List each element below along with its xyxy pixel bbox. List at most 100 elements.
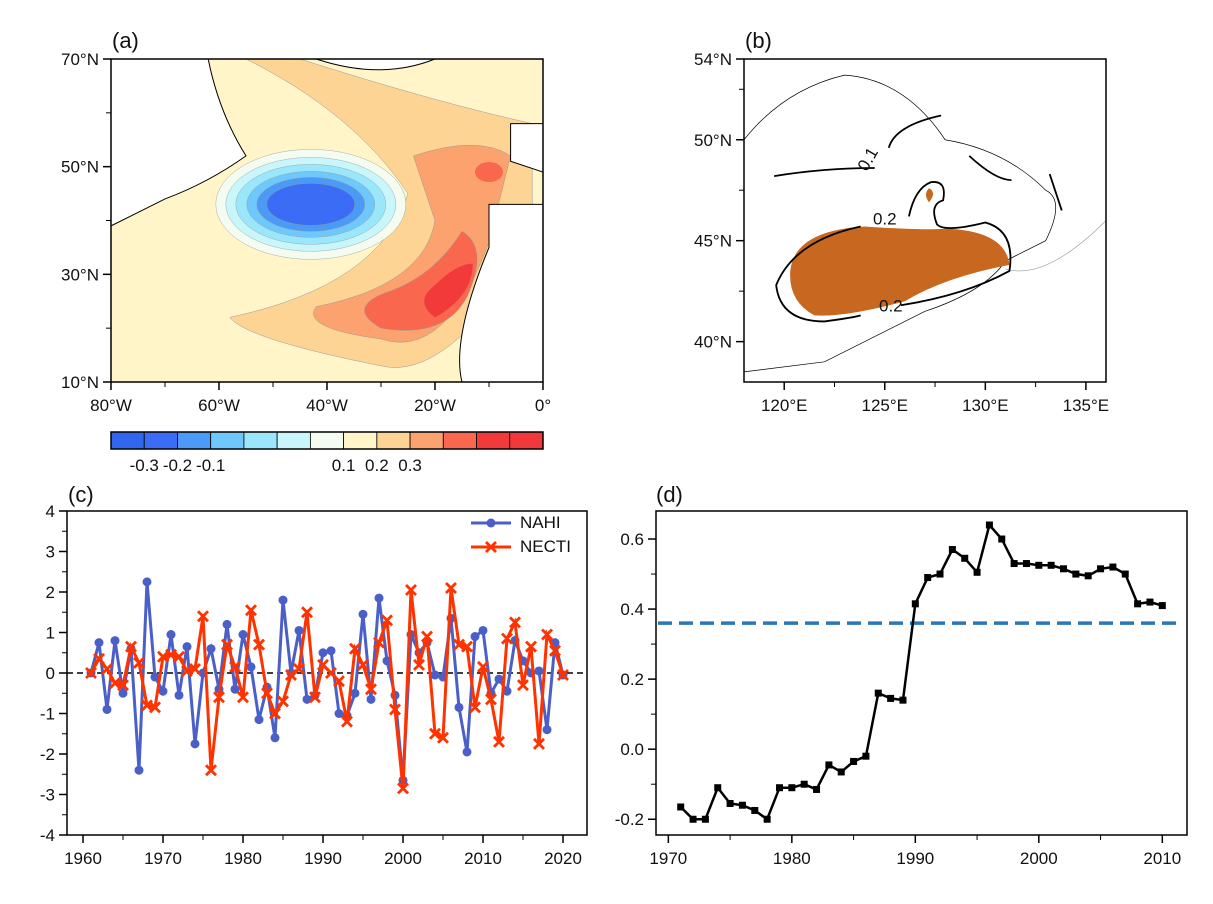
necti-point	[309, 691, 321, 704]
necti-point	[437, 731, 449, 744]
legend-marker-circle	[486, 518, 496, 528]
x-tick-label: 1990	[304, 849, 342, 868]
nahi-point	[158, 686, 168, 696]
necti-point	[181, 664, 193, 677]
x-tick-label: 2010	[464, 849, 502, 868]
nahi-point	[478, 625, 488, 635]
x-tick-label: 40°W	[306, 396, 348, 415]
y-tick-label: 2	[46, 583, 55, 602]
x-tick-label: 1970	[649, 849, 687, 868]
y-tick-label: 4	[46, 502, 55, 521]
colorbar-swatch	[276, 431, 311, 450]
correlation-point	[924, 574, 932, 582]
colorbar-tick-label: 0.1	[332, 456, 356, 475]
correlation-point	[985, 521, 993, 529]
necti-point	[141, 699, 153, 712]
correlation-point	[998, 535, 1006, 543]
necti-point	[197, 610, 209, 623]
colorbar-swatch	[442, 431, 477, 450]
nahi-point	[334, 709, 344, 718]
correlation-point	[1010, 560, 1018, 568]
correlation-point	[775, 784, 783, 792]
colorbar-tick-label: 0.2	[365, 456, 389, 475]
necti-point	[453, 638, 465, 651]
necti-point	[357, 658, 369, 671]
nahi-point	[278, 595, 288, 605]
necti-point	[109, 677, 121, 690]
y-tick-label: -2	[40, 745, 55, 764]
x-tick-label: 20°W	[414, 396, 456, 415]
x-tick-label: 1980	[224, 849, 262, 868]
nahi-point	[534, 666, 544, 676]
nahi-point	[222, 619, 232, 629]
correlation-point	[763, 815, 771, 823]
x-tick-label: 0°	[535, 396, 551, 415]
correlation-point	[825, 761, 833, 769]
nahi-point	[230, 684, 240, 694]
correlation-point	[1035, 561, 1043, 569]
nahi-point	[374, 593, 384, 603]
x-tick-label: 2010	[1143, 849, 1181, 868]
necti-point	[101, 662, 113, 675]
correlation-point	[1072, 570, 1080, 578]
panel-a: (a) 70°N 50°N 30°N 10°N 80°W 60°W 40°W 20°W 0° -…	[61, 28, 551, 475]
necti-point	[533, 737, 545, 750]
necti-point	[373, 636, 385, 649]
colorbar-swatch	[210, 431, 245, 450]
coastline	[1005, 220, 1107, 272]
correlation-point	[936, 570, 944, 578]
nahi-point	[190, 739, 200, 749]
nahi-point	[238, 630, 248, 640]
colorbar-swatch	[343, 431, 378, 450]
correlation-point	[1047, 561, 1055, 569]
necti-point	[525, 640, 537, 653]
x-tick-label: 2000	[384, 849, 422, 868]
necti-point	[205, 764, 217, 777]
correlation-point	[911, 600, 919, 608]
nahi-point	[118, 688, 128, 698]
colorbar-swatch	[110, 431, 145, 450]
panel-d-label: (d)	[656, 482, 683, 507]
correlation-point	[1022, 560, 1030, 568]
contour-label: 0.2	[873, 210, 897, 229]
nahi-point	[286, 668, 296, 678]
necti-point	[117, 679, 129, 692]
legend: NAHI NECTI	[471, 513, 571, 556]
nahi-point	[142, 577, 152, 587]
correlation-point	[726, 799, 734, 807]
y-tick-label: 0.2	[620, 670, 644, 689]
necti-point	[341, 715, 353, 728]
correlation-point	[1146, 598, 1154, 606]
x-tick-label: 80°W	[90, 396, 132, 415]
x-tick-label: 1960	[64, 849, 102, 868]
necti-point	[429, 727, 441, 740]
necti-point	[349, 642, 361, 655]
nahi-point	[542, 725, 552, 735]
necti-point	[125, 640, 137, 653]
necti-point	[245, 604, 257, 617]
nahi-point	[462, 747, 472, 757]
y-tick-label: 50°N	[694, 131, 732, 150]
panel-d: (d) 0.6 0.4 0.2 0.0 -0.2 1970 1980 1990 2000 2010	[615, 482, 1188, 868]
necti-point	[501, 632, 513, 645]
nahi-point	[366, 694, 376, 704]
correlation-line	[679, 522, 1163, 822]
region-border	[743, 74, 1057, 373]
colorbar-swatch	[143, 431, 178, 450]
necti-point	[189, 662, 201, 675]
nahi-point	[302, 694, 312, 704]
nahi-point	[318, 648, 328, 658]
nahi-point	[502, 686, 512, 696]
correlation-point	[1109, 563, 1117, 571]
contour-label: 0.2	[879, 296, 903, 315]
y-tick-label: 10°N	[61, 373, 99, 392]
y-tick-label: 0.4	[620, 600, 644, 619]
y-tick-label: 54°N	[694, 50, 732, 69]
correlation-point	[714, 784, 722, 792]
necti-point	[389, 703, 401, 716]
correlation-point	[738, 801, 746, 809]
y-tick-label: 45°N	[694, 232, 732, 251]
map-b-frame	[743, 58, 1107, 383]
necti-point	[157, 650, 169, 663]
